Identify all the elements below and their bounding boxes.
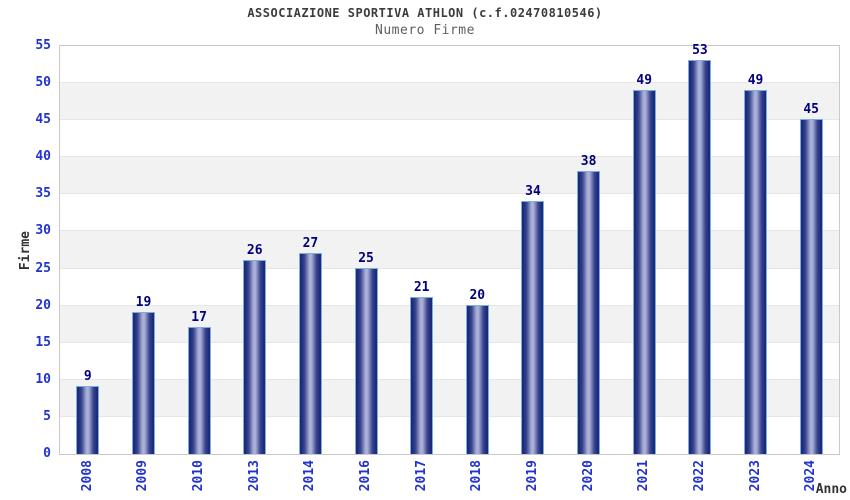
- gridline: [60, 304, 839, 306]
- bar: [688, 60, 712, 454]
- x-tick-label: 2022: [691, 460, 707, 492]
- gridline: [60, 341, 839, 343]
- grid-band: [60, 342, 839, 380]
- x-tick-label: 2021: [636, 460, 652, 492]
- gridline: [60, 156, 839, 158]
- grid-band: [60, 416, 839, 454]
- bar-value-label: 27: [302, 236, 319, 251]
- grid-band: [60, 83, 839, 121]
- bar: [131, 312, 155, 454]
- x-tick-label: 2018: [469, 460, 485, 492]
- gridline: [60, 415, 839, 417]
- bar-value-label: 9: [83, 369, 92, 384]
- x-tick-label: 2008: [79, 460, 95, 492]
- bar-value-label: 20: [469, 288, 486, 303]
- bar-value-label: 49: [636, 73, 653, 88]
- y-tick-label: 10: [35, 371, 51, 387]
- chart-subtitle: Numero Firme: [375, 23, 475, 38]
- bar-value-label: 21: [413, 280, 430, 295]
- grid-band: [60, 194, 839, 232]
- chart-title: ASSOCIAZIONE SPORTIVA ATHLON (c.f.024708…: [247, 6, 603, 20]
- bar: [577, 171, 601, 454]
- y-tick-label: 25: [35, 260, 51, 276]
- grid-band: [60, 231, 839, 269]
- gridline: [60, 267, 839, 269]
- x-tick-label: 2017: [413, 460, 429, 492]
- y-tick-label: 30: [35, 223, 51, 239]
- y-tick-label: 35: [35, 186, 51, 202]
- grid-band: [60, 120, 839, 158]
- bar-value-label: 38: [580, 154, 597, 169]
- gridline: [60, 119, 839, 121]
- bar: [243, 260, 267, 454]
- bar-value-label: 25: [358, 251, 374, 266]
- bar-value-label: 17: [191, 310, 207, 325]
- y-tick-label: 50: [35, 75, 51, 91]
- x-tick-label: 2016: [358, 460, 374, 492]
- grid-band: [60, 379, 839, 417]
- y-tick-label: 20: [35, 297, 51, 313]
- x-tick-label: 2019: [524, 460, 540, 492]
- y-tick-label: 5: [43, 408, 51, 424]
- y-tick-label: 45: [35, 112, 51, 128]
- y-tick-label: 15: [35, 334, 51, 350]
- x-axis-title: Anno: [815, 482, 847, 497]
- x-tick-label: 2023: [747, 460, 763, 492]
- x-tick-label: 2014: [302, 460, 318, 492]
- bar: [632, 90, 656, 454]
- x-tick-label: 2024: [803, 460, 819, 492]
- bar: [298, 253, 322, 454]
- bar: [76, 386, 100, 454]
- bar-value-label: 34: [525, 184, 541, 199]
- gridline: [60, 193, 839, 195]
- gridline: [60, 230, 839, 232]
- bar: [354, 268, 378, 454]
- x-tick-label: 2009: [135, 460, 151, 492]
- bar: [410, 297, 434, 454]
- bar: [799, 119, 823, 454]
- x-tick-label: 2013: [246, 460, 262, 492]
- gridline: [60, 378, 839, 380]
- plot-area: 9 19 17 26 27 25 21 20 34 38 49 53 49 45: [59, 43, 840, 455]
- y-tick-label: 40: [35, 149, 51, 165]
- y-tick-label: 0: [43, 446, 51, 461]
- bar-value-label: 26: [246, 243, 263, 258]
- x-tick-label: 2010: [191, 460, 207, 492]
- bar: [521, 201, 545, 454]
- grid-band: [60, 157, 839, 195]
- bar-value-label: 49: [747, 73, 764, 88]
- bar-value-label: 45: [803, 102, 819, 117]
- y-tick-label: 55: [35, 38, 51, 53]
- bar-value-label: 53: [692, 43, 708, 58]
- gridline: [60, 82, 839, 84]
- bar: [465, 305, 489, 454]
- bar: [744, 90, 768, 454]
- x-tick-label: 2020: [580, 460, 596, 492]
- bar: [187, 327, 211, 454]
- bar-value-label: 19: [135, 295, 152, 310]
